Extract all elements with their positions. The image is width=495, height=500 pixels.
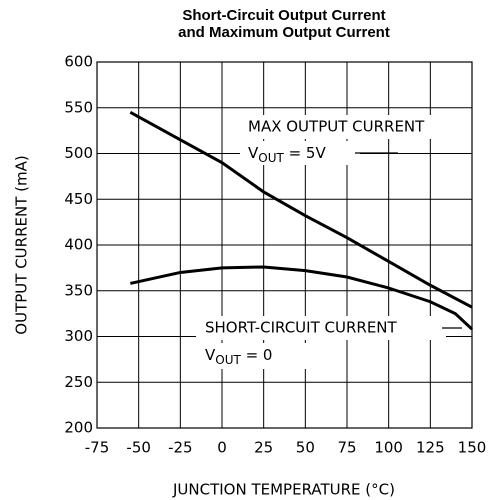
chart-title: and Maximum Output Current	[178, 24, 390, 41]
annotation: VOUT = 0	[205, 346, 272, 367]
annotation-subscript: OUT	[215, 353, 241, 367]
annotation: VOUT = 5V	[248, 144, 326, 165]
annotation-part: = 0	[241, 346, 273, 364]
annotation-background	[240, 141, 360, 165]
x-tick-label: 75	[337, 439, 356, 457]
series-line	[130, 265, 474, 331]
x-tick-label: 125	[416, 439, 445, 457]
annotation-part: V	[205, 346, 216, 364]
annotation-part: = 5V	[284, 144, 327, 162]
x-tick-label: 50	[296, 439, 315, 457]
x-tick-label: 100	[374, 439, 403, 457]
annotation-subscript: OUT	[258, 151, 284, 165]
y-tick-label: 250	[64, 373, 93, 391]
x-tick-label: 150	[458, 439, 487, 457]
y-axis-label: OUTPUT CURRENT (mA)	[13, 155, 31, 334]
y-tick-label: 550	[64, 98, 93, 116]
x-tick-label: -25	[168, 439, 193, 457]
x-tick-label: 25	[254, 439, 273, 457]
annotation: SHORT-CIRCUIT CURRENT	[205, 319, 398, 337]
y-tick-label: 350	[64, 281, 93, 299]
annotation-background	[240, 115, 465, 139]
y-tick-label: 500	[64, 144, 93, 162]
y-tick-label: 600	[64, 53, 93, 71]
annotation: MAX OUTPUT CURRENT	[248, 118, 425, 136]
x-tick-label: -75	[85, 439, 110, 457]
y-tick-label: 450	[64, 190, 93, 208]
x-tick-label: -50	[126, 439, 151, 457]
y-tick-label: 200	[64, 419, 93, 437]
chart-title: Short-Circuit Output Current	[182, 7, 385, 24]
x-tick-label: 0	[217, 439, 227, 457]
plot-frame	[96, 61, 473, 429]
y-tick-label: 300	[64, 327, 93, 345]
y-tick-label: 400	[64, 236, 93, 254]
annotation-background	[196, 343, 306, 369]
annotation-part: V	[248, 144, 259, 162]
series-line	[129, 111, 473, 309]
x-axis-label: JUNCTION TEMPERATURE (°C)	[172, 481, 395, 499]
annotation-background	[196, 316, 446, 340]
